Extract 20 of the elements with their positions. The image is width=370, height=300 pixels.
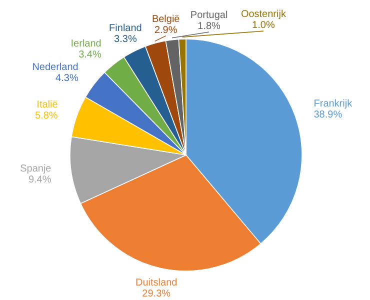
data-label: 5.8% [35,110,58,122]
data-label: 2.9% [154,24,178,36]
slice-label: Portugal [190,10,228,21]
data-label: 3.4% [78,50,102,61]
data-label: 1.8% [198,20,221,32]
slice-label: Oostenrijk [240,9,287,20]
slice-label: Finland [109,23,142,34]
data-label: 3.3% [114,34,137,46]
data-label: 1.0% [252,20,275,32]
slice-label: België [152,14,180,25]
data-label: 38.9% [314,109,342,120]
slice-label: Nederland [32,62,78,73]
slice-label: Duitsland [136,278,178,289]
slice-label: Frankrijk [314,98,354,110]
slice-label: Ierland [70,38,102,50]
slice-label: Spanje [20,164,52,175]
data-label: 9.4% [28,174,52,186]
slice-label: Italië [36,100,58,111]
data-label: 4.3% [56,72,78,84]
data-label: 29.3% [142,288,171,300]
